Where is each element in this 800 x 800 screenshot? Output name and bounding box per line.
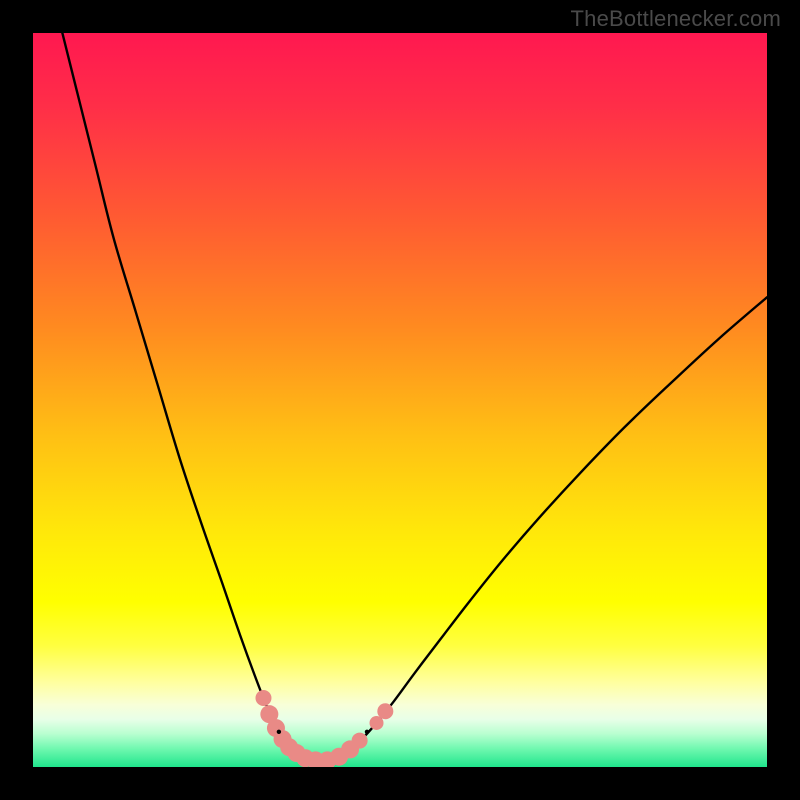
plot-area <box>33 33 767 767</box>
watermark-text: TheBottlenecker.com <box>571 6 781 32</box>
chart-stage: TheBottlenecker.com <box>0 0 800 800</box>
curve-marker <box>377 703 393 719</box>
chart-svg <box>33 33 767 767</box>
curve-dot <box>277 730 281 734</box>
curve-marker <box>255 690 271 706</box>
curve-dot <box>365 730 369 734</box>
curve-marker <box>352 733 368 749</box>
gradient-background <box>33 33 767 767</box>
